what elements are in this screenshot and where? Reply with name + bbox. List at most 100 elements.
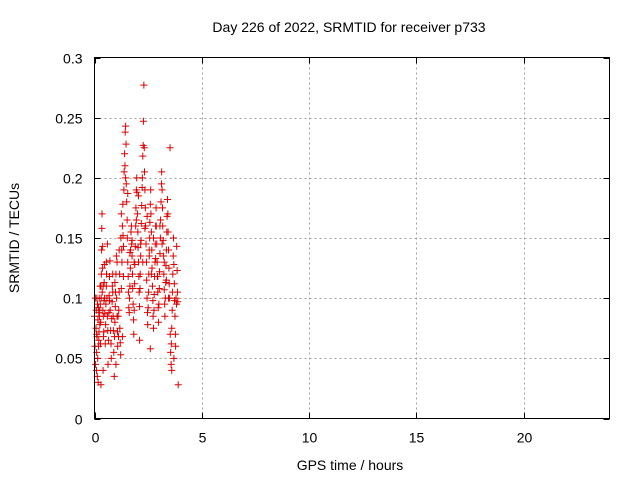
data-point <box>159 236 167 244</box>
data-point <box>109 288 117 296</box>
y-tick-labels: 0 0.05 0.1 0.15 0.2 0.25 0.3 <box>55 51 82 428</box>
data-point <box>133 210 141 218</box>
data-point <box>133 188 141 196</box>
data-point <box>169 270 177 278</box>
data-point <box>122 140 130 148</box>
data-point <box>124 189 132 197</box>
data-point <box>104 360 112 368</box>
data-point <box>150 306 158 314</box>
data-point <box>147 270 155 278</box>
data-point <box>156 250 164 258</box>
data-point <box>111 279 119 287</box>
y-tick-label: 0.05 <box>55 351 82 367</box>
data-point <box>125 294 133 302</box>
data-point <box>167 340 175 348</box>
data-point <box>111 303 119 311</box>
data-point <box>165 294 173 302</box>
data-point <box>132 204 140 212</box>
data-point <box>172 342 180 350</box>
data-point <box>168 306 176 314</box>
data-point <box>102 300 110 308</box>
data-point <box>117 351 125 359</box>
data-point <box>165 246 173 254</box>
data-points <box>91 81 182 389</box>
plot-frame <box>94 57 610 419</box>
data-point <box>163 195 171 203</box>
data-point <box>109 327 117 335</box>
data-point <box>167 348 175 356</box>
data-point <box>121 128 129 136</box>
data-point <box>150 324 158 332</box>
chart-title: Day 226 of 2022, SRMTID for receiver p73… <box>212 19 485 35</box>
data-point <box>103 240 111 248</box>
data-point <box>161 312 169 320</box>
data-point <box>146 345 154 353</box>
data-point <box>160 252 168 260</box>
data-point <box>92 360 100 368</box>
data-point <box>162 276 170 284</box>
data-point <box>171 330 179 338</box>
data-point <box>122 122 130 130</box>
data-point <box>149 297 157 305</box>
data-point <box>136 336 144 344</box>
data-point <box>92 366 100 374</box>
data-point <box>110 348 118 356</box>
data-point <box>166 144 174 152</box>
data-point <box>170 260 178 268</box>
data-point <box>131 280 139 288</box>
data-point <box>165 264 173 272</box>
data-point <box>154 288 162 296</box>
y-axis-label: SRMTID / TECUs <box>6 183 22 293</box>
y-tick-label: 0.1 <box>63 291 83 307</box>
data-point <box>95 336 103 344</box>
data-point <box>136 270 144 278</box>
data-point <box>122 174 130 182</box>
data-point <box>130 316 138 324</box>
data-point <box>145 246 153 254</box>
data-point <box>141 204 149 212</box>
x-tick-label: 20 <box>517 430 533 446</box>
data-point <box>169 234 177 242</box>
data-point <box>134 228 142 236</box>
data-point <box>154 304 162 312</box>
data-point <box>144 309 152 317</box>
data-point <box>169 252 177 260</box>
data-point <box>111 318 119 326</box>
data-point <box>115 306 123 314</box>
data-point <box>98 224 106 232</box>
data-point <box>125 309 133 317</box>
data-point <box>157 216 165 224</box>
grid-lines <box>94 57 610 419</box>
data-point <box>148 282 156 290</box>
data-point <box>147 228 155 236</box>
data-point <box>164 210 172 218</box>
data-point <box>168 324 176 332</box>
data-point <box>102 258 110 266</box>
data-point <box>150 234 158 242</box>
data-point <box>124 288 132 296</box>
data-point <box>114 342 122 350</box>
x-tick-label: 15 <box>409 430 425 446</box>
data-point <box>104 336 112 344</box>
data-point <box>128 270 136 278</box>
data-point <box>117 210 125 218</box>
data-point <box>143 294 151 302</box>
data-point <box>143 212 151 220</box>
x-tick-labels: 0 5 10 15 20 <box>92 430 533 446</box>
data-point <box>107 340 115 348</box>
data-point <box>121 150 129 158</box>
data-point <box>145 288 153 296</box>
data-point <box>136 303 144 311</box>
y-tick-label: 0.2 <box>63 171 83 187</box>
data-point <box>157 198 165 206</box>
data-point <box>158 168 166 176</box>
data-point <box>170 280 178 288</box>
data-point <box>99 306 107 314</box>
data-point <box>98 264 106 272</box>
data-point <box>99 242 107 250</box>
data-point <box>143 276 151 284</box>
data-point <box>161 300 169 308</box>
data-point <box>121 162 129 170</box>
data-point <box>110 372 118 380</box>
data-point <box>172 294 180 302</box>
